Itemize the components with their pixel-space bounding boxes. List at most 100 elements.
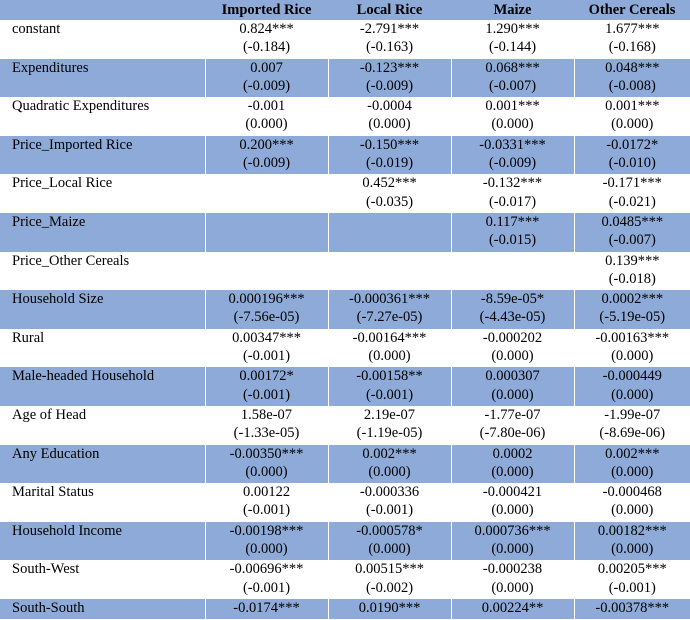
- header-row: Imported Rice Local Rice Maize Other Cer…: [0, 0, 690, 20]
- standard-error-value: (0.000): [611, 502, 654, 519]
- table-cell: 0.0190***: [327, 598, 451, 619]
- coefficient-value: 0.00122: [242, 484, 291, 501]
- table-cell: 0.824*** (-0.184): [204, 20, 328, 59]
- table-cell: -2.791*** (-0.163): [327, 20, 451, 59]
- table-row: Quadratic Expenditures -0.001 (0.000) -0.00…: [0, 97, 690, 136]
- standard-error-value: (-0.007): [608, 232, 656, 249]
- coefficient-value: 1.58e-07: [240, 406, 293, 423]
- coefficient-value: -0.132***: [482, 175, 543, 192]
- coefficient-value: -0.00696***: [229, 561, 304, 578]
- standard-error-value: (0.000): [368, 541, 411, 558]
- coefficient-value: 0.002***: [605, 445, 660, 462]
- coefficient-value: -0.001: [247, 98, 286, 115]
- coefficient-value: 0.0485***: [601, 213, 664, 230]
- coefficient-value: 0.117***: [485, 213, 540, 230]
- standard-error-value: (-0.019): [365, 155, 414, 172]
- standard-error-value: (-0.001): [608, 579, 656, 596]
- standard-error-value: (-4.43e-05): [479, 309, 546, 326]
- coefficient-value: -0.00158**: [356, 368, 423, 385]
- table-row: Household Size 0.000196*** (-7.56e-05) -0.0…: [0, 290, 690, 329]
- standard-error-value: (0.000): [368, 116, 411, 133]
- row-label: Price_Maize: [0, 212, 205, 252]
- standard-error-value: (0.000): [491, 348, 534, 365]
- table-row: Price_Imported Rice 0.200*** (-0.009) -0.15…: [0, 135, 690, 175]
- table-cell: [327, 212, 451, 252]
- row-label: Expenditures: [0, 58, 205, 98]
- table-cell: 1.677*** (-0.168): [573, 20, 690, 59]
- standard-error-value: (-0.009): [242, 77, 291, 94]
- table-cell: -0.000336 (-0.001): [327, 483, 451, 522]
- coefficient-value: -0.0004: [367, 98, 412, 115]
- standard-error-value: (0.000): [611, 348, 654, 365]
- row-label: Any Education: [0, 444, 205, 484]
- coefficient-value: 0.00515***: [355, 561, 424, 578]
- standard-error-value: (-0.009): [488, 155, 537, 172]
- standard-error-value: (0.000): [611, 541, 654, 558]
- standard-error-value: (-0.168): [608, 39, 656, 56]
- row-label: Male-headed Household: [0, 367, 205, 406]
- table-cell: -0.001 (0.000): [204, 97, 328, 136]
- standard-error-value: (-0.007): [488, 77, 537, 94]
- table-cell: -0.00350*** (0.000): [204, 444, 328, 484]
- table-cell: 0.00182*** (0.000): [573, 521, 690, 561]
- table-cell: -1.77e-07 (-7.80e-06): [450, 405, 574, 445]
- coefficient-value: 0.001***: [605, 98, 660, 115]
- table-row: Expenditures 0.007 (-0.009) -0.123*** (-0.00…: [0, 58, 690, 98]
- table-cell: 0.001*** (0.000): [573, 97, 690, 136]
- coefficient-value: -0.00198***: [229, 522, 304, 539]
- standard-error-value: (0.000): [245, 463, 288, 480]
- table-cell: [204, 212, 328, 252]
- coefficient-value: 0.139***: [605, 252, 660, 269]
- coefficient-value: 0.00182***: [597, 522, 667, 539]
- row-label: Household Size: [0, 290, 205, 329]
- table-cell: -0.00378***: [573, 598, 690, 619]
- standard-error-value: (-0.008): [608, 77, 656, 94]
- standard-error-value: (-7.27e-05): [356, 309, 423, 326]
- coefficient-value: 0.000736***: [474, 522, 551, 539]
- table-cell: 0.00347*** (-0.001): [204, 328, 328, 368]
- coefficient-value: 0.200***: [239, 136, 294, 153]
- coefficient-value: 0.00347***: [232, 329, 301, 346]
- standard-error-value: (0.000): [491, 579, 534, 596]
- coefficient-value: 0.007: [250, 59, 283, 76]
- coefficient-value: -0.00350***: [229, 445, 304, 462]
- standard-error-value: (-0.001): [365, 502, 414, 519]
- coefficient-value: -0.00378***: [595, 599, 670, 616]
- header-cell-other-cereals: Other Cereals: [574, 0, 690, 20]
- row-label: Price_Imported Rice: [0, 135, 205, 175]
- table-cell: -0.00198*** (0.000): [204, 521, 328, 561]
- table-cell: 0.117*** (-0.015): [450, 212, 574, 252]
- standard-error-value: (-0.001): [242, 386, 291, 403]
- table-cell: -0.000238 (0.000): [450, 560, 574, 599]
- coefficient-value: 0.000307: [485, 368, 540, 385]
- standard-error-value: (0.000): [491, 502, 534, 519]
- coefficient-value: 0.0002***: [601, 291, 664, 308]
- standard-error-value: (-0.009): [242, 155, 291, 172]
- coefficient-value: 1.290***: [485, 21, 540, 37]
- table-row: Marital Status 0.00122 (-0.001) -0.000336 (-…: [0, 483, 690, 522]
- standard-error-value: (-8.69e-06): [599, 425, 666, 442]
- standard-error-value: (0.000): [491, 541, 534, 558]
- coefficient-value: -1.77e-07: [484, 406, 541, 423]
- table-cell: -0.000202 (0.000): [450, 328, 574, 368]
- table-cell: 0.0485*** (-0.007): [573, 212, 690, 252]
- coefficient-value: -0.000449: [602, 368, 662, 385]
- table-body: constant 0.824*** (-0.184) -2.791*** (-0.163…: [0, 20, 690, 619]
- table-cell: -1.99e-07 (-8.69e-06): [573, 405, 690, 445]
- table-cell: -0.132*** (-0.017): [450, 174, 574, 213]
- table-cell: 2.19e-07 (-1.19e-05): [327, 405, 451, 445]
- coefficient-value: -0.000361***: [349, 291, 430, 308]
- standard-error-value: (-7.56e-05): [233, 309, 300, 326]
- table-row: South-West -0.00696*** (-0.001) 0.00515***(…: [0, 560, 690, 599]
- coefficient-value: 1.677***: [605, 21, 660, 37]
- row-label: Price_Local Rice: [12, 175, 113, 192]
- coefficient-value: -0.000238: [482, 561, 543, 578]
- table-cell: 0.000736*** (0.000): [450, 521, 574, 561]
- table-cell: -0.0004 (0.000): [327, 97, 451, 136]
- table-cell: 1.290*** (-0.144): [450, 20, 574, 59]
- table-row: South-South -0.0174*** 0.0190*** 0.00224** -…: [0, 598, 690, 619]
- standard-error-value: (-0.010): [608, 155, 656, 172]
- standard-error-value: (-5.19e-05): [599, 309, 666, 326]
- table-cell: -0.0174***: [204, 598, 328, 619]
- row-label: Marital Status: [12, 484, 94, 501]
